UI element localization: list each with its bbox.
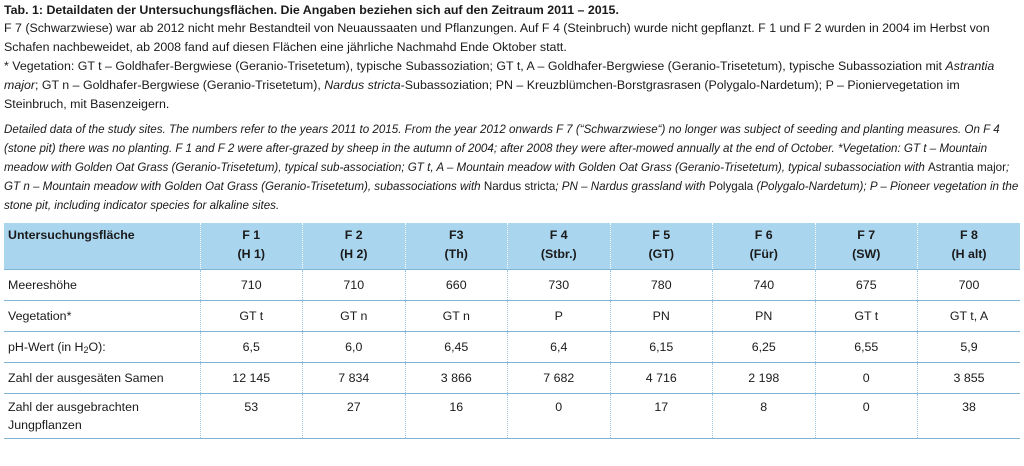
header-col-f6: F 6 (Für) [712,223,816,270]
table-cell: 730 [507,269,611,301]
table-cell: 780 [610,269,713,301]
table-caption-block: Tab. 1: Detaildaten der Untersuchungsflä… [4,2,1020,439]
table-row: Vegetation* GT t GT n GT n P PN PN GT t … [4,300,1020,332]
table-cell: GT n [302,300,406,332]
header-col-f5: F 5 (GT) [610,223,713,270]
table-cell: GT n [405,300,508,332]
header-col-f1: F 1 (H 1) [200,223,303,270]
table-cell: 3 866 [405,362,508,394]
table-cell: PN [610,300,713,332]
table-header-row: Untersuchungsfläche F 1 (H 1) F 2 (H 2) F3… [4,223,1020,270]
table-cell: 8 [712,393,816,439]
row-label-altitude: Meereshöhe [4,269,201,301]
table-cell: 6,4 [507,331,611,363]
table-cell: 53 [200,393,303,439]
header-col-f3: F3 (Th) [405,223,508,270]
table-cell: GT t [815,300,918,332]
table-cell: 27 [302,393,406,439]
table-cell: 16 [405,393,508,439]
table-cell: GT t [200,300,303,332]
row-label-ph: pH-Wert (in H2O): [4,331,201,363]
table-cell: 38 [917,393,1020,439]
table-cell: 710 [200,269,303,301]
table-cell: 6,25 [712,331,816,363]
table-row: Zahl der ausgesäten Samen 12 145 7 834 3… [4,362,1020,394]
table-cell: 6,45 [405,331,508,363]
row-label-seeds: Zahl der ausgesäten Samen [4,362,201,394]
table-cell: PN [712,300,816,332]
table-cell: GT t, A [917,300,1020,332]
table-cell: 2 198 [712,362,816,394]
header-col-f2: F 2 (H 2) [302,223,406,270]
table-cell: 12 145 [200,362,303,394]
table-cell: 7 682 [507,362,611,394]
table-cell: 675 [815,269,918,301]
row-label-vegetation: Vegetation* [4,300,201,332]
table-cell: 6,0 [302,331,406,363]
header-col-f7: F 7 (SW) [815,223,918,270]
header-col-f8: F 8 (H alt) [951,228,987,261]
table-title: Tab. 1: Detaildaten der Untersuchungsflä… [4,3,619,17]
table-cell: 700 [917,269,1020,301]
table-cell: 5,9 [917,331,1020,363]
row-label-seedlings: Zahl der ausgebrachten Jungpflanzen [4,393,201,439]
table-cell: 660 [405,269,508,301]
header-label: Untersuchungsfläche [4,223,201,270]
table-row: Zahl der ausgebrachten Jungpflanzen 53 27… [4,393,1020,439]
study-sites-table: Untersuchungsfläche F 1 (H 1) F 2 (H 2) F3… [4,223,1020,439]
table-cell: 6,5 [200,331,303,363]
table-cell: 17 [610,393,713,439]
table-cell: 4 716 [610,362,713,394]
table-cell: 7 834 [302,362,406,394]
table-cell: 6,15 [610,331,713,363]
header-col-f4: F 4 (Stbr.) [507,223,611,270]
table-cell: P [507,300,611,332]
table-cell: 0 [815,393,918,439]
table-cell: 710 [302,269,406,301]
table-row: Meereshöhe 710 710 660 730 780 740 675 7… [4,269,1020,301]
caption-english-paragraph: Detailed data of the study sites. The nu… [4,123,1019,212]
table-cell: 0 [815,362,918,394]
caption-german-paragraph-1: F 7 (Schwarzwiese) war ab 2012 nicht meh… [4,21,990,54]
table-cell: 6,55 [815,331,918,363]
table-cell: 740 [712,269,816,301]
table-cell: 0 [507,393,611,439]
table-cell: 3 855 [917,362,1020,394]
caption-german-paragraph-2: * Vegetation: GT t – Goldhafer-Bergwiese… [4,59,995,111]
table-row: pH-Wert (in H2O): 6,5 6,0 6,45 6,4 6,15 … [4,331,1020,363]
